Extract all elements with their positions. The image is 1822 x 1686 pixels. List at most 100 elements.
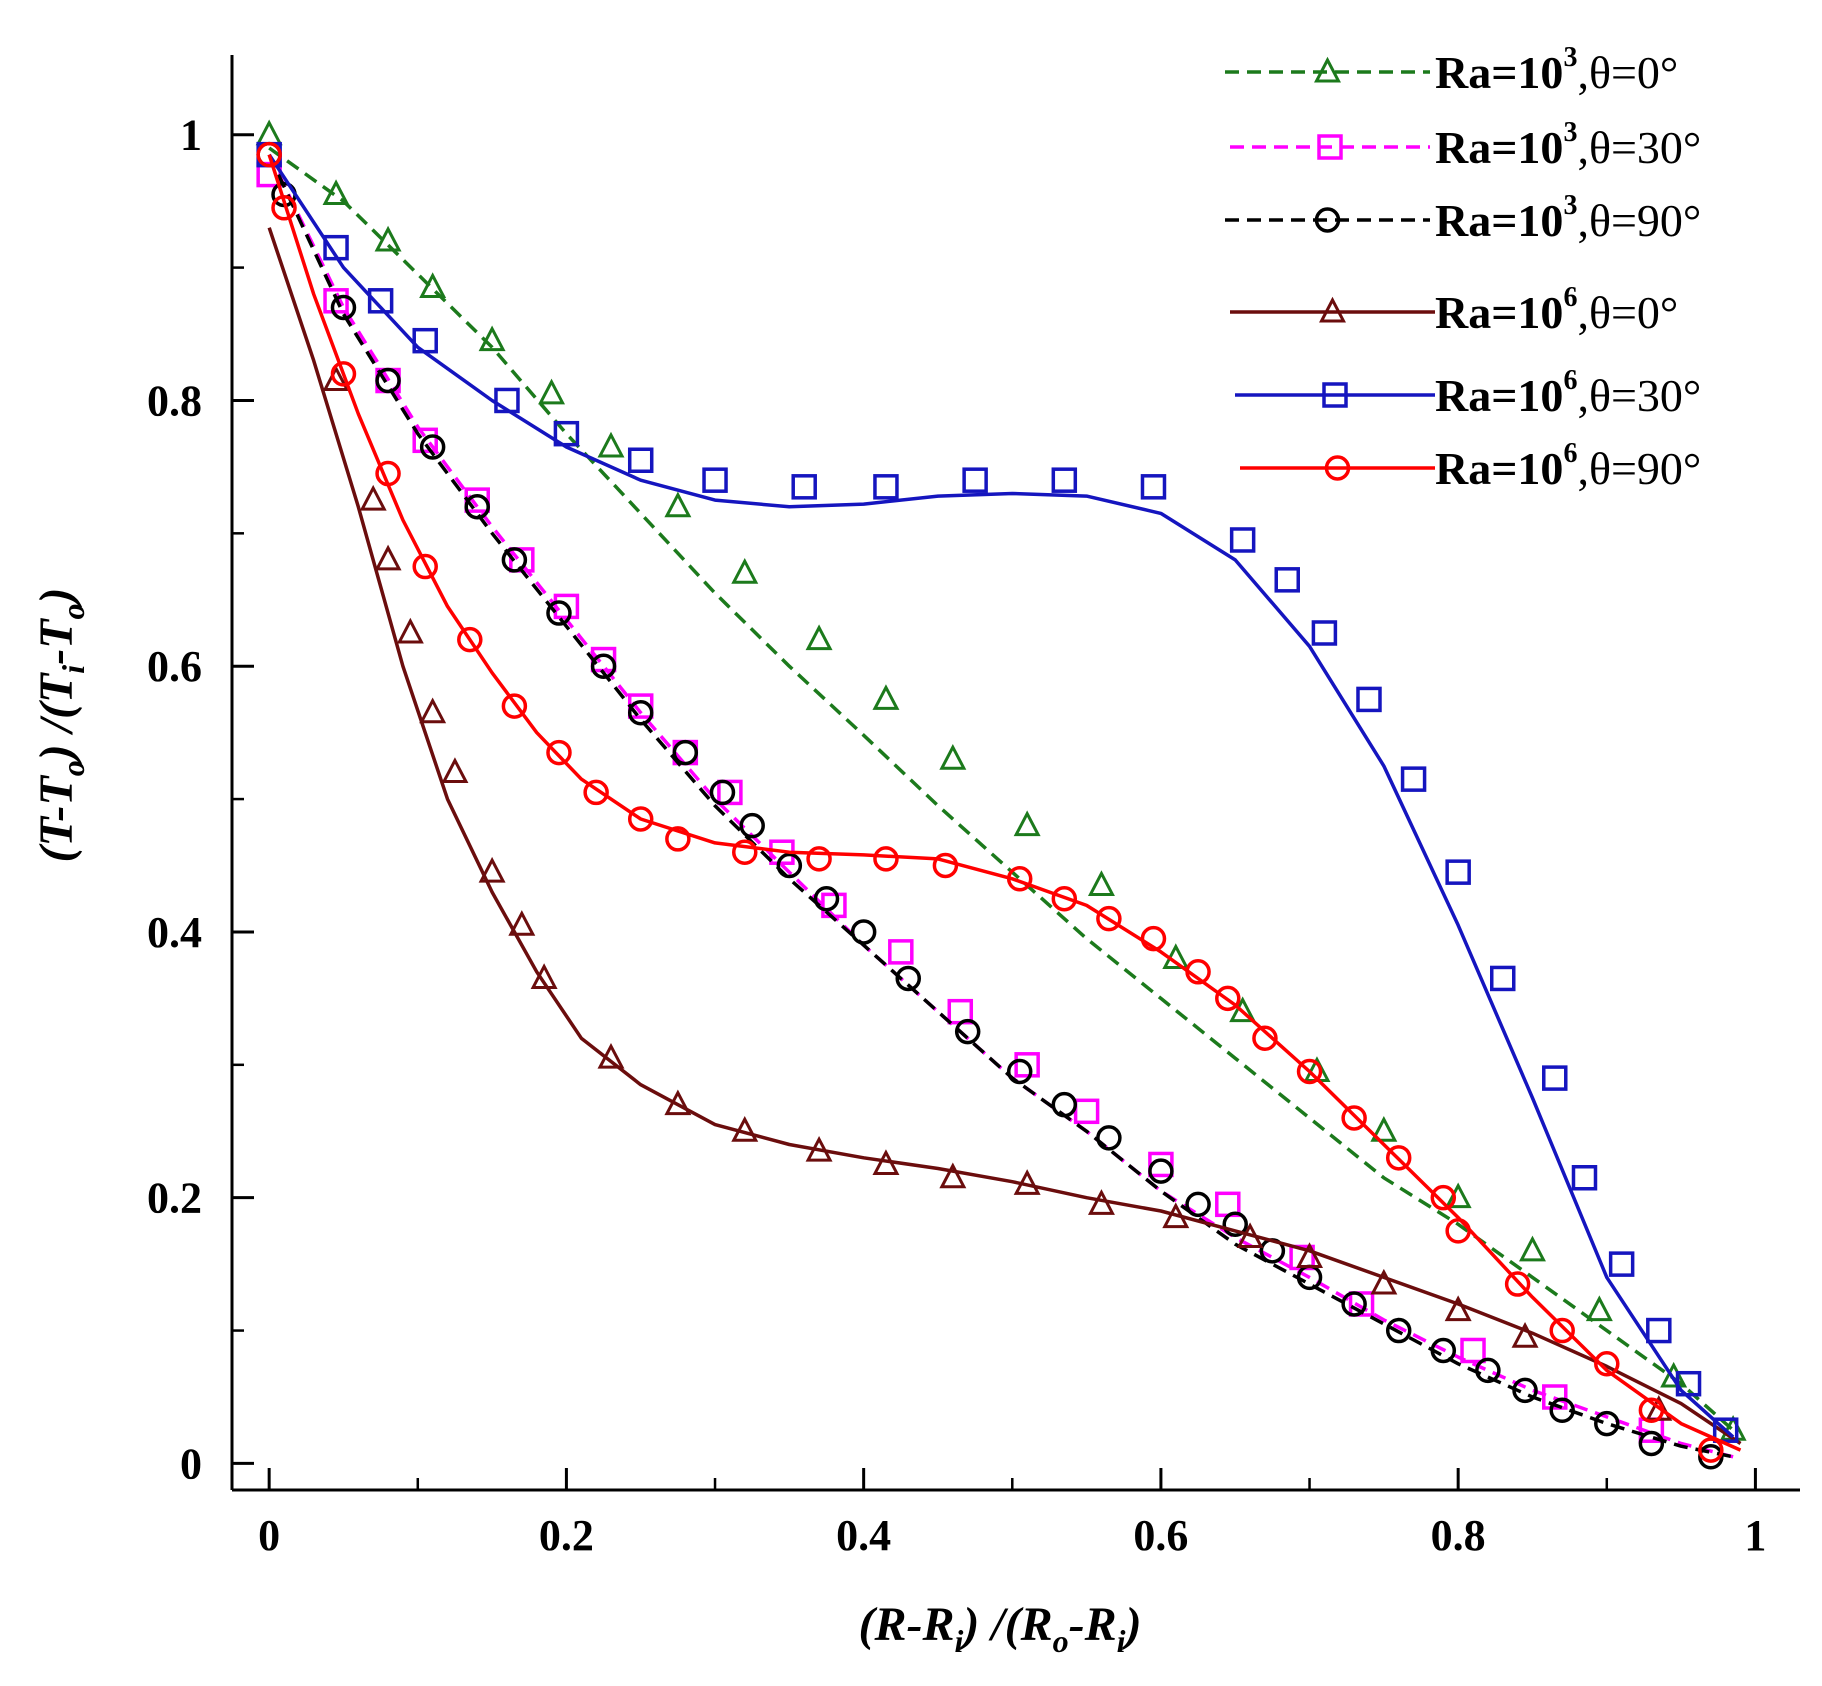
data-point xyxy=(805,1135,833,1162)
data-point xyxy=(664,1089,692,1116)
data-point xyxy=(709,779,736,806)
legend-label: Ra=103,θ=0° xyxy=(1435,42,1678,98)
data-point xyxy=(1585,1295,1613,1322)
y-axis-label: (T-To) /(Ti-To) xyxy=(30,587,91,862)
data-point xyxy=(597,431,625,458)
series-layer xyxy=(255,119,1747,1470)
data-point xyxy=(546,600,572,626)
data-point xyxy=(530,963,558,989)
data-point xyxy=(1296,1242,1324,1268)
data-point xyxy=(1006,866,1033,892)
data-point xyxy=(419,434,446,460)
data-point xyxy=(1444,1295,1472,1322)
data-point xyxy=(732,839,758,865)
data-point xyxy=(1712,1417,1739,1443)
legend-label: Ra=106,θ=30° xyxy=(1435,365,1701,421)
data-point xyxy=(1504,1271,1531,1297)
data-point xyxy=(1148,1158,1174,1184)
data-point xyxy=(1475,1357,1501,1384)
data-point xyxy=(583,779,609,806)
data-point xyxy=(1185,959,1211,985)
data-point xyxy=(1296,1058,1323,1085)
data-point xyxy=(717,779,743,806)
data-point xyxy=(1341,1291,1367,1317)
data-point xyxy=(873,846,899,872)
data-point xyxy=(1140,474,1167,500)
series-6 xyxy=(256,141,1742,1463)
data-point xyxy=(627,447,654,474)
data-point xyxy=(1511,1321,1539,1348)
data-point xyxy=(1252,1025,1278,1051)
data-point xyxy=(806,846,832,872)
data-point xyxy=(1445,859,1471,885)
data-point xyxy=(494,387,520,414)
data-point xyxy=(1006,1058,1033,1085)
data-point xyxy=(478,856,506,883)
y-tick-label: 0.6 xyxy=(147,642,202,691)
data-point xyxy=(1646,1317,1672,1344)
legend-entry-6: Ra=106,θ=90° xyxy=(1240,438,1701,494)
data-point xyxy=(412,327,438,354)
data-point xyxy=(1675,1370,1702,1397)
data-point xyxy=(1571,1165,1598,1191)
data-point xyxy=(731,557,759,584)
data-point xyxy=(256,141,282,168)
data-point xyxy=(1356,686,1382,713)
legend-swatch-marker xyxy=(1314,207,1341,233)
data-point xyxy=(419,697,447,724)
data-point xyxy=(805,624,833,651)
legend: Ra=103,θ=0° Ra=103,θ=30° Ra=103,θ=90° Ra=10… xyxy=(1225,42,1701,494)
data-point xyxy=(501,547,528,573)
data-point xyxy=(627,699,654,726)
data-point xyxy=(1229,527,1256,553)
y-tick-label: 1 xyxy=(180,111,202,160)
data-point xyxy=(1370,1116,1398,1142)
data-point xyxy=(330,361,357,387)
data-point xyxy=(501,693,528,719)
data-point xyxy=(1229,996,1257,1023)
data-point xyxy=(1148,1151,1174,1178)
series-line xyxy=(268,146,1735,1432)
data-point xyxy=(323,234,349,261)
x-tick-label: 0.2 xyxy=(539,1511,594,1560)
data-point xyxy=(412,427,438,454)
data-point xyxy=(419,272,447,299)
data-point xyxy=(590,653,617,679)
data-point xyxy=(1051,467,1078,493)
x-tick-label: 0.8 xyxy=(1431,1511,1486,1560)
data-point xyxy=(702,467,728,493)
y-tick-label: 0.4 xyxy=(147,908,202,957)
data-point xyxy=(553,593,580,620)
x-tick-label: 0.6 xyxy=(1133,1511,1188,1560)
legend-swatch-marker xyxy=(1322,382,1348,408)
data-point xyxy=(1638,1430,1665,1457)
data-point xyxy=(1608,1251,1635,1277)
legend-entry-4: Ra=106,θ=0° xyxy=(1230,282,1678,338)
legend-entry-5: Ra=106,θ=30° xyxy=(1235,365,1701,421)
data-point xyxy=(538,378,566,405)
data-point xyxy=(1489,965,1516,992)
data-point xyxy=(1512,1377,1538,1404)
data-point xyxy=(1236,1222,1264,1249)
legend-label: Ra=103,θ=90° xyxy=(1435,190,1701,246)
data-point xyxy=(597,1042,625,1069)
data-point xyxy=(954,1018,981,1045)
data-point xyxy=(330,294,357,321)
data-point xyxy=(457,626,483,653)
data-point xyxy=(1549,1317,1575,1344)
legend-swatch-marker xyxy=(1319,296,1346,323)
data-point xyxy=(872,1149,900,1175)
data-point xyxy=(367,288,394,314)
data-point xyxy=(1594,1351,1620,1377)
data-point xyxy=(1013,810,1041,837)
data-point xyxy=(1087,870,1115,896)
data-point xyxy=(850,919,877,945)
series-line xyxy=(267,153,1735,1439)
series-3 xyxy=(256,141,1734,1470)
legend-label: Ra=106,θ=90° xyxy=(1435,438,1701,494)
x-tick-label: 1 xyxy=(1744,1511,1766,1560)
data-point xyxy=(375,460,401,487)
data-point xyxy=(1549,1397,1575,1424)
x-axis-label: (R-Ri) /(Ro-Ri) xyxy=(858,1598,1141,1659)
data-point xyxy=(962,467,988,493)
